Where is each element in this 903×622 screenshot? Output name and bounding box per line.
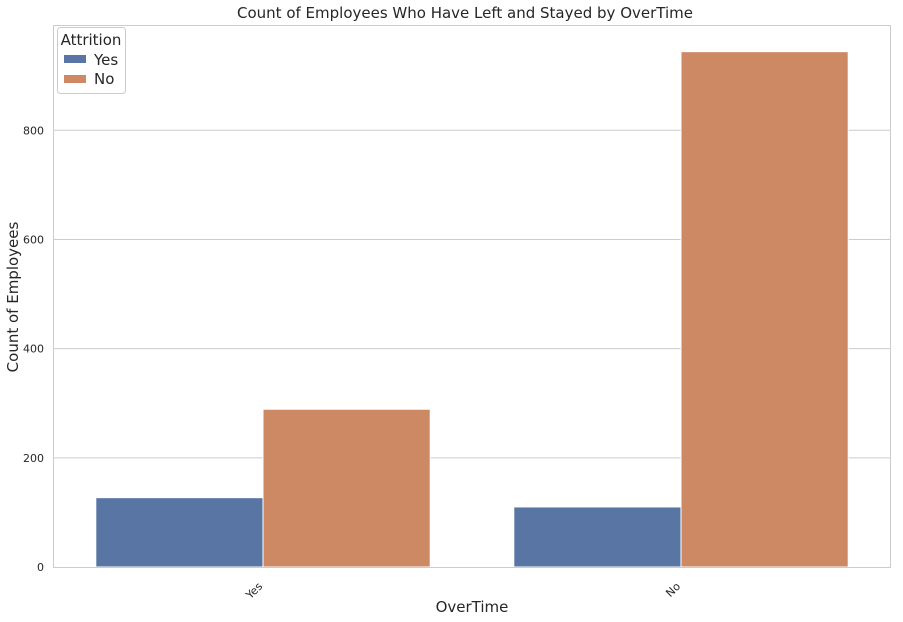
bar-no-no [680,51,849,568]
y-tick-label: 200 [23,452,44,465]
legend-swatch-yes [64,55,86,63]
legend-label-yes: Yes [93,51,118,69]
bar-yes-no [262,408,431,568]
y-tick-label: 400 [23,343,44,356]
legend: Attrition Yes No [57,27,126,94]
y-tick-label: 800 [23,124,44,137]
y-tick-label: 0 [37,561,44,574]
legend-swatch-no [64,75,86,83]
bars [95,51,849,568]
x-tick-label: No [663,580,683,600]
legend-title: Attrition [61,31,122,49]
x-axis-label: OverTime [436,598,509,616]
y-axis-label: Count of Employees [4,221,22,372]
y-tick-label: 600 [23,233,44,246]
x-tick-label: Yes [243,580,266,603]
bar-yes-yes [95,497,264,568]
plot-frame [53,25,891,568]
chart-title: Count of Employees Who Have Left and Sta… [237,4,693,22]
bar-no-yes [513,506,682,568]
y-tick-labels: 0 200 400 600 800 [23,124,44,574]
legend-label-no: No [94,70,114,88]
